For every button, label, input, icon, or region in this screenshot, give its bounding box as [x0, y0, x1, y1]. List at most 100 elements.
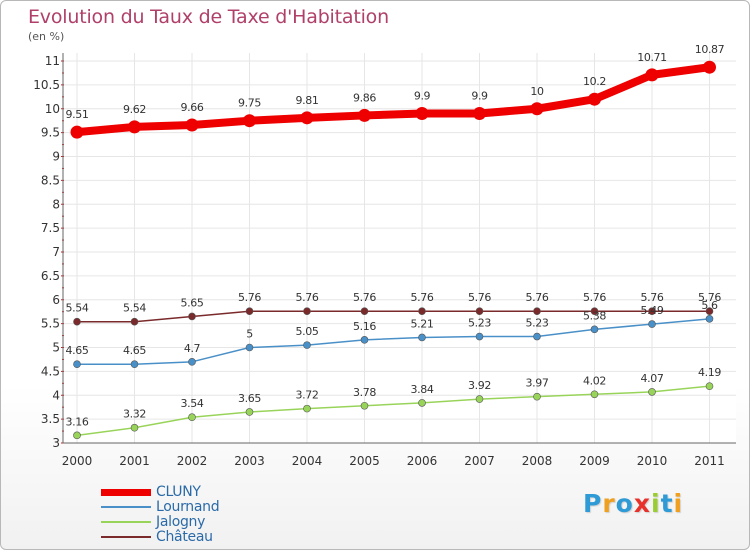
data-point-jalogny [130, 423, 139, 432]
data-label-jalogny: 3.54 [181, 397, 204, 410]
data-point-chateau [130, 317, 139, 326]
legend-swatch [101, 536, 151, 538]
data-label-cluny: 9.9 [414, 90, 431, 103]
data-point-cluny [128, 120, 141, 134]
legend-label: CLUNY [156, 484, 201, 500]
data-label-lournand: 5.49 [641, 304, 664, 317]
data-point-lournand [705, 315, 714, 323]
data-label-chateau: 5.76 [411, 291, 434, 304]
x-tick-label: 2003 [234, 454, 265, 468]
data-point-cluny [530, 102, 544, 116]
data-point-jalogny [533, 392, 541, 401]
data-label-jalogny: 3.92 [468, 379, 491, 392]
data-point-lournand [360, 336, 369, 344]
y-tick-label: 6.5 [41, 269, 60, 283]
data-point-cluny [415, 107, 429, 121]
data-point-lournand [648, 320, 656, 328]
data-label-chateau: 5.54 [123, 302, 146, 315]
data-point-lournand [303, 341, 311, 349]
legend-swatch [101, 506, 151, 508]
data-label-lournand: 5.6 [701, 299, 718, 312]
y-tick-label: 3.5 [41, 412, 60, 426]
logo-letter: r [602, 489, 616, 518]
data-point-chateau [188, 312, 196, 321]
legend-swatch [101, 521, 151, 523]
data-point-jalogny [303, 404, 311, 413]
data-point-lournand [188, 358, 196, 366]
data-label-jalogny: 3.16 [66, 415, 89, 428]
legend-label: Lournand [156, 499, 220, 515]
y-tick-label: 7.5 [41, 221, 60, 235]
data-point-cluny [243, 114, 256, 128]
data-label-lournand: 5.05 [296, 325, 319, 338]
series-line-lournand [76, 318, 711, 365]
data-label-jalogny: 4.07 [641, 372, 664, 385]
data-point-lournand [418, 333, 426, 342]
logo-letter: i [673, 489, 684, 518]
x-tick-label: 2011 [694, 454, 725, 468]
data-label-jalogny: 3.65 [238, 392, 261, 405]
data-label-cluny: 9.81 [296, 94, 319, 107]
series-line-chateau [76, 310, 711, 323]
data-point-jalogny [475, 395, 484, 403]
data-point-lournand [590, 325, 599, 334]
data-point-chateau [648, 307, 656, 316]
y-tick-label: 9.5 [41, 126, 60, 140]
data-label-jalogny: 3.32 [123, 408, 146, 421]
data-label-lournand: 4.65 [66, 344, 89, 357]
y-axis-unit: (en %) [28, 30, 65, 43]
legend-item-lournand: Lournand [101, 499, 301, 515]
logo-letter: i [651, 489, 661, 518]
legend-item-cluny: CLUNY [101, 484, 301, 500]
y-tick-label: 5.5 [41, 317, 60, 331]
y-tick-label: 8 [52, 197, 60, 211]
data-label-cluny: 10.87 [695, 43, 725, 56]
data-label-chateau: 5.76 [238, 291, 261, 304]
data-label-cluny: 10 [530, 85, 544, 98]
data-label-cluny: 9.66 [181, 101, 204, 114]
x-tick-label: 2008 [522, 454, 553, 468]
legend-item-jalogny: Jalogny [101, 514, 301, 530]
data-point-chateau [590, 307, 599, 316]
data-point-jalogny [418, 399, 426, 407]
series-line-cluny [73, 63, 714, 137]
data-point-jalogny [188, 413, 196, 422]
data-point-chateau [533, 307, 541, 316]
data-label-cluny: 9.51 [66, 108, 89, 121]
data-point-chateau [360, 307, 369, 316]
data-point-chateau [303, 307, 311, 316]
proxiti-logo: Proxiti [583, 489, 683, 518]
x-tick-label: 2004 [292, 454, 323, 468]
data-label-jalogny: 3.72 [296, 389, 319, 402]
data-point-cluny [703, 60, 716, 74]
data-point-lournand [475, 332, 484, 341]
data-label-jalogny: 4.02 [583, 374, 606, 387]
y-tick-label: 4 [52, 388, 60, 402]
data-point-lournand [533, 332, 541, 341]
x-tick-label: 2000 [62, 454, 93, 468]
data-point-cluny [185, 118, 199, 132]
data-label-chateau: 5.76 [296, 291, 319, 304]
x-tick-label: 2005 [349, 454, 380, 468]
data-point-jalogny [245, 408, 254, 416]
data-label-lournand: 5.21 [411, 317, 434, 330]
logo-letter: t [660, 489, 674, 518]
data-point-chateau [475, 307, 484, 316]
data-label-chateau: 5.76 [353, 291, 376, 304]
y-tick-label: 7 [52, 245, 60, 259]
y-tick-label: 3 [52, 436, 60, 450]
y-tick-label: 5 [52, 341, 60, 355]
x-tick-label: 2010 [637, 454, 668, 468]
data-label-lournand: 4.7 [184, 342, 201, 355]
y-tick-label: 8.5 [41, 173, 60, 187]
x-tick-label: 2002 [177, 454, 208, 468]
x-tick-label: 2007 [464, 454, 495, 468]
data-point-jalogny [73, 431, 81, 440]
data-label-jalogny: 3.78 [353, 386, 376, 399]
data-point-cluny [358, 108, 371, 122]
data-label-cluny: 9.75 [238, 97, 261, 110]
data-label-chateau: 5.76 [583, 291, 606, 304]
y-tick-label: 4.5 [41, 364, 60, 378]
data-point-jalogny [360, 401, 369, 410]
